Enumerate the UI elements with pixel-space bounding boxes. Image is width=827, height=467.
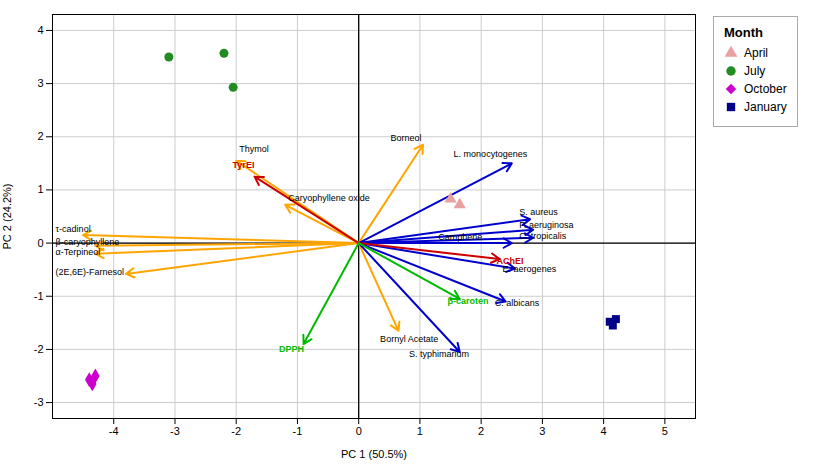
svg-text:1: 1 [37,183,43,195]
svg-text:β-caryophyllene: β-caryophyllene [56,237,120,247]
svg-text:TyrEI: TyrEI [233,160,255,170]
html-text:October: October [744,82,787,96]
svg-text:β-caroten: β-caroten [447,296,488,306]
svg-text:-3: -3 [34,396,44,408]
svg-text:DPPH: DPPH [279,344,304,354]
svg-text:E. aerogenes: E. aerogenes [502,264,557,275]
html-text:April: April [744,46,768,60]
svg-text:5: 5 [662,425,668,437]
svg-text:Caryophyllene oxide: Caryophyllene oxide [288,193,370,203]
html-text:January: January [744,100,787,114]
svg-text:PC 2 (24.2%): PC 2 (24.2%) [1,183,13,249]
svg-text:Bornyl Acetate: Bornyl Acetate [380,334,438,344]
svg-text:-3: -3 [170,425,180,437]
svg-text:AChEI: AChEI [496,256,523,266]
svg-text:C. tropicalis: C. tropicalis [519,231,567,241]
svg-text:1: 1 [417,425,423,437]
svg-text:2: 2 [37,130,43,142]
svg-text:Thymol: Thymol [239,144,269,154]
svg-text:-4: -4 [109,425,119,437]
html-text:July: July [744,64,766,78]
svg-text:C. albicans: C. albicans [495,298,540,308]
svg-text:-1: -1 [293,425,303,437]
svg-text:0: 0 [356,425,362,437]
svg-text:-1: -1 [34,290,44,302]
svg-text:S. aureus: S. aureus [519,207,558,217]
svg-text:-2: -2 [34,343,44,355]
svg-text:PC 1 (50.5%): PC 1 (50.5%) [341,448,407,460]
svg-text:3: 3 [539,425,545,437]
svg-text:P. aeruginosa: P. aeruginosa [519,220,573,230]
svg-text:4: 4 [37,24,43,36]
svg-text:4: 4 [601,425,607,437]
svg-text:0: 0 [37,237,43,249]
svg-text:α-Terpineol: α-Terpineol [56,247,101,257]
svg-text:3: 3 [37,77,43,89]
svg-text:S. typhimarium: S. typhimarium [409,349,469,359]
svg-text:2: 2 [478,425,484,437]
svg-text:L. monocytogenes: L. monocytogenes [454,149,528,159]
svg-text:Camphene: Camphene [438,232,482,242]
svg-text:-2: -2 [231,425,241,437]
svg-text:τ-cadinol: τ-cadinol [56,224,91,234]
svg-text:(2E,6E)-Farnesol: (2E,6E)-Farnesol [56,267,125,277]
svg-text:Borneol: Borneol [391,133,422,143]
html-text:Month: Month [724,25,763,40]
